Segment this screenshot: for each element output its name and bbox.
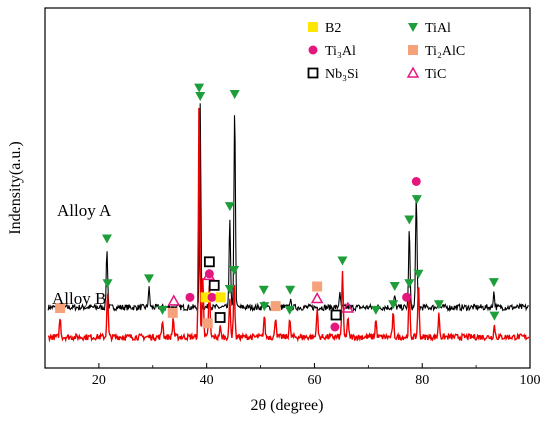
marker-ti2alc-icon	[270, 301, 281, 312]
marker-nb3si-icon	[214, 312, 226, 323]
marker-b2-icon	[215, 292, 226, 303]
marker-b2-icon	[200, 292, 211, 303]
marker-ti2alc-icon	[55, 303, 66, 313]
marker-tial-icon	[259, 302, 270, 312]
marker-ti3al-icon	[330, 322, 340, 332]
marker-tial-icon	[229, 90, 240, 100]
marker-tial-icon	[489, 311, 500, 321]
marker-tial-icon	[433, 300, 444, 310]
y-axis-label: Indensity(a.u.)	[7, 141, 24, 234]
marker-tial-icon	[284, 305, 295, 315]
marker-tial-icon	[413, 269, 424, 279]
marker-tial-icon	[370, 305, 381, 315]
marker-nb3si-icon	[208, 279, 220, 291]
marker-tial-icon	[404, 215, 415, 225]
marker-tial-icon	[411, 195, 422, 205]
marker-tic-icon	[310, 291, 324, 304]
legend-tic-icon	[406, 66, 420, 78]
marker-nb3si-icon	[330, 309, 342, 321]
legend-label-ti3al: Ti₃Al	[325, 44, 356, 59]
legend-label-tial: TiAl	[425, 21, 451, 36]
series-line-alloy-a	[47, 103, 529, 313]
marker-ti3al-icon	[207, 292, 217, 302]
marker-ti2alc-icon	[167, 307, 178, 318]
marker-nb3si-icon	[203, 256, 215, 268]
marker-tial-icon	[144, 274, 155, 284]
legend-ti2alc-icon	[408, 45, 418, 55]
x-ticks-layer: 20 40 60 80 100	[44, 363, 541, 388]
curves-layer	[47, 103, 530, 343]
marker-tial-icon	[224, 202, 235, 212]
series-label-alloy-b: Alloy B	[52, 289, 106, 308]
markers-layer	[55, 83, 500, 332]
legend-label-tic: TiC	[425, 67, 446, 82]
x-tick-label-40: 40	[200, 373, 214, 388]
legend-label-b2: B2	[325, 21, 341, 36]
series-label-alloy-a: Alloy A	[57, 201, 112, 220]
x-tick-label-100: 100	[520, 373, 541, 388]
marker-tial-icon	[101, 234, 112, 244]
marker-tial-icon	[195, 91, 206, 101]
legend-label-nb3si: Nb₃Si	[325, 67, 359, 82]
marker-tial-icon	[285, 285, 296, 295]
marker-tial-icon	[157, 305, 168, 315]
plot-frame	[44, 7, 531, 369]
x-axis-label: 2θ (degree)	[251, 397, 324, 414]
marker-tic-icon	[202, 268, 216, 281]
marker-ti3al-icon	[402, 292, 412, 302]
legend-b2-icon	[308, 22, 318, 32]
marker-tial-icon	[488, 278, 499, 288]
legend-ti3al-icon	[308, 45, 318, 55]
marker-tial-icon	[388, 300, 399, 310]
marker-tial-icon	[404, 279, 415, 289]
legend-tial-icon	[408, 23, 418, 32]
marker-ti2alc-icon	[202, 318, 213, 329]
marker-tial-icon	[389, 281, 400, 291]
x-tick-label-80: 80	[415, 373, 429, 388]
legend-nb3si-icon	[307, 67, 319, 79]
marker-tial-icon	[102, 279, 113, 289]
marker-tial-icon	[229, 266, 240, 275]
marker-tial-icon	[337, 256, 348, 266]
marker-tial-icon	[258, 285, 269, 295]
series-line-alloy-b	[47, 107, 530, 343]
marker-tial-icon	[194, 83, 205, 93]
marker-ti3al-icon	[185, 292, 195, 302]
x-tick-label-60: 60	[307, 373, 321, 388]
marker-tic-icon	[167, 294, 181, 306]
marker-ti3al-icon	[411, 176, 421, 186]
legend-label-ti2alc: Ti₂AlC	[425, 44, 465, 59]
marker-ti2alc-icon	[312, 281, 323, 292]
legend: B2 TiAl Ti₃Al Ti₂AlC Nb₃Si TiC	[307, 21, 465, 82]
marker-tic-icon	[341, 301, 355, 313]
x-tick-label-20: 20	[92, 373, 106, 388]
marker-tial-icon	[224, 285, 235, 294]
